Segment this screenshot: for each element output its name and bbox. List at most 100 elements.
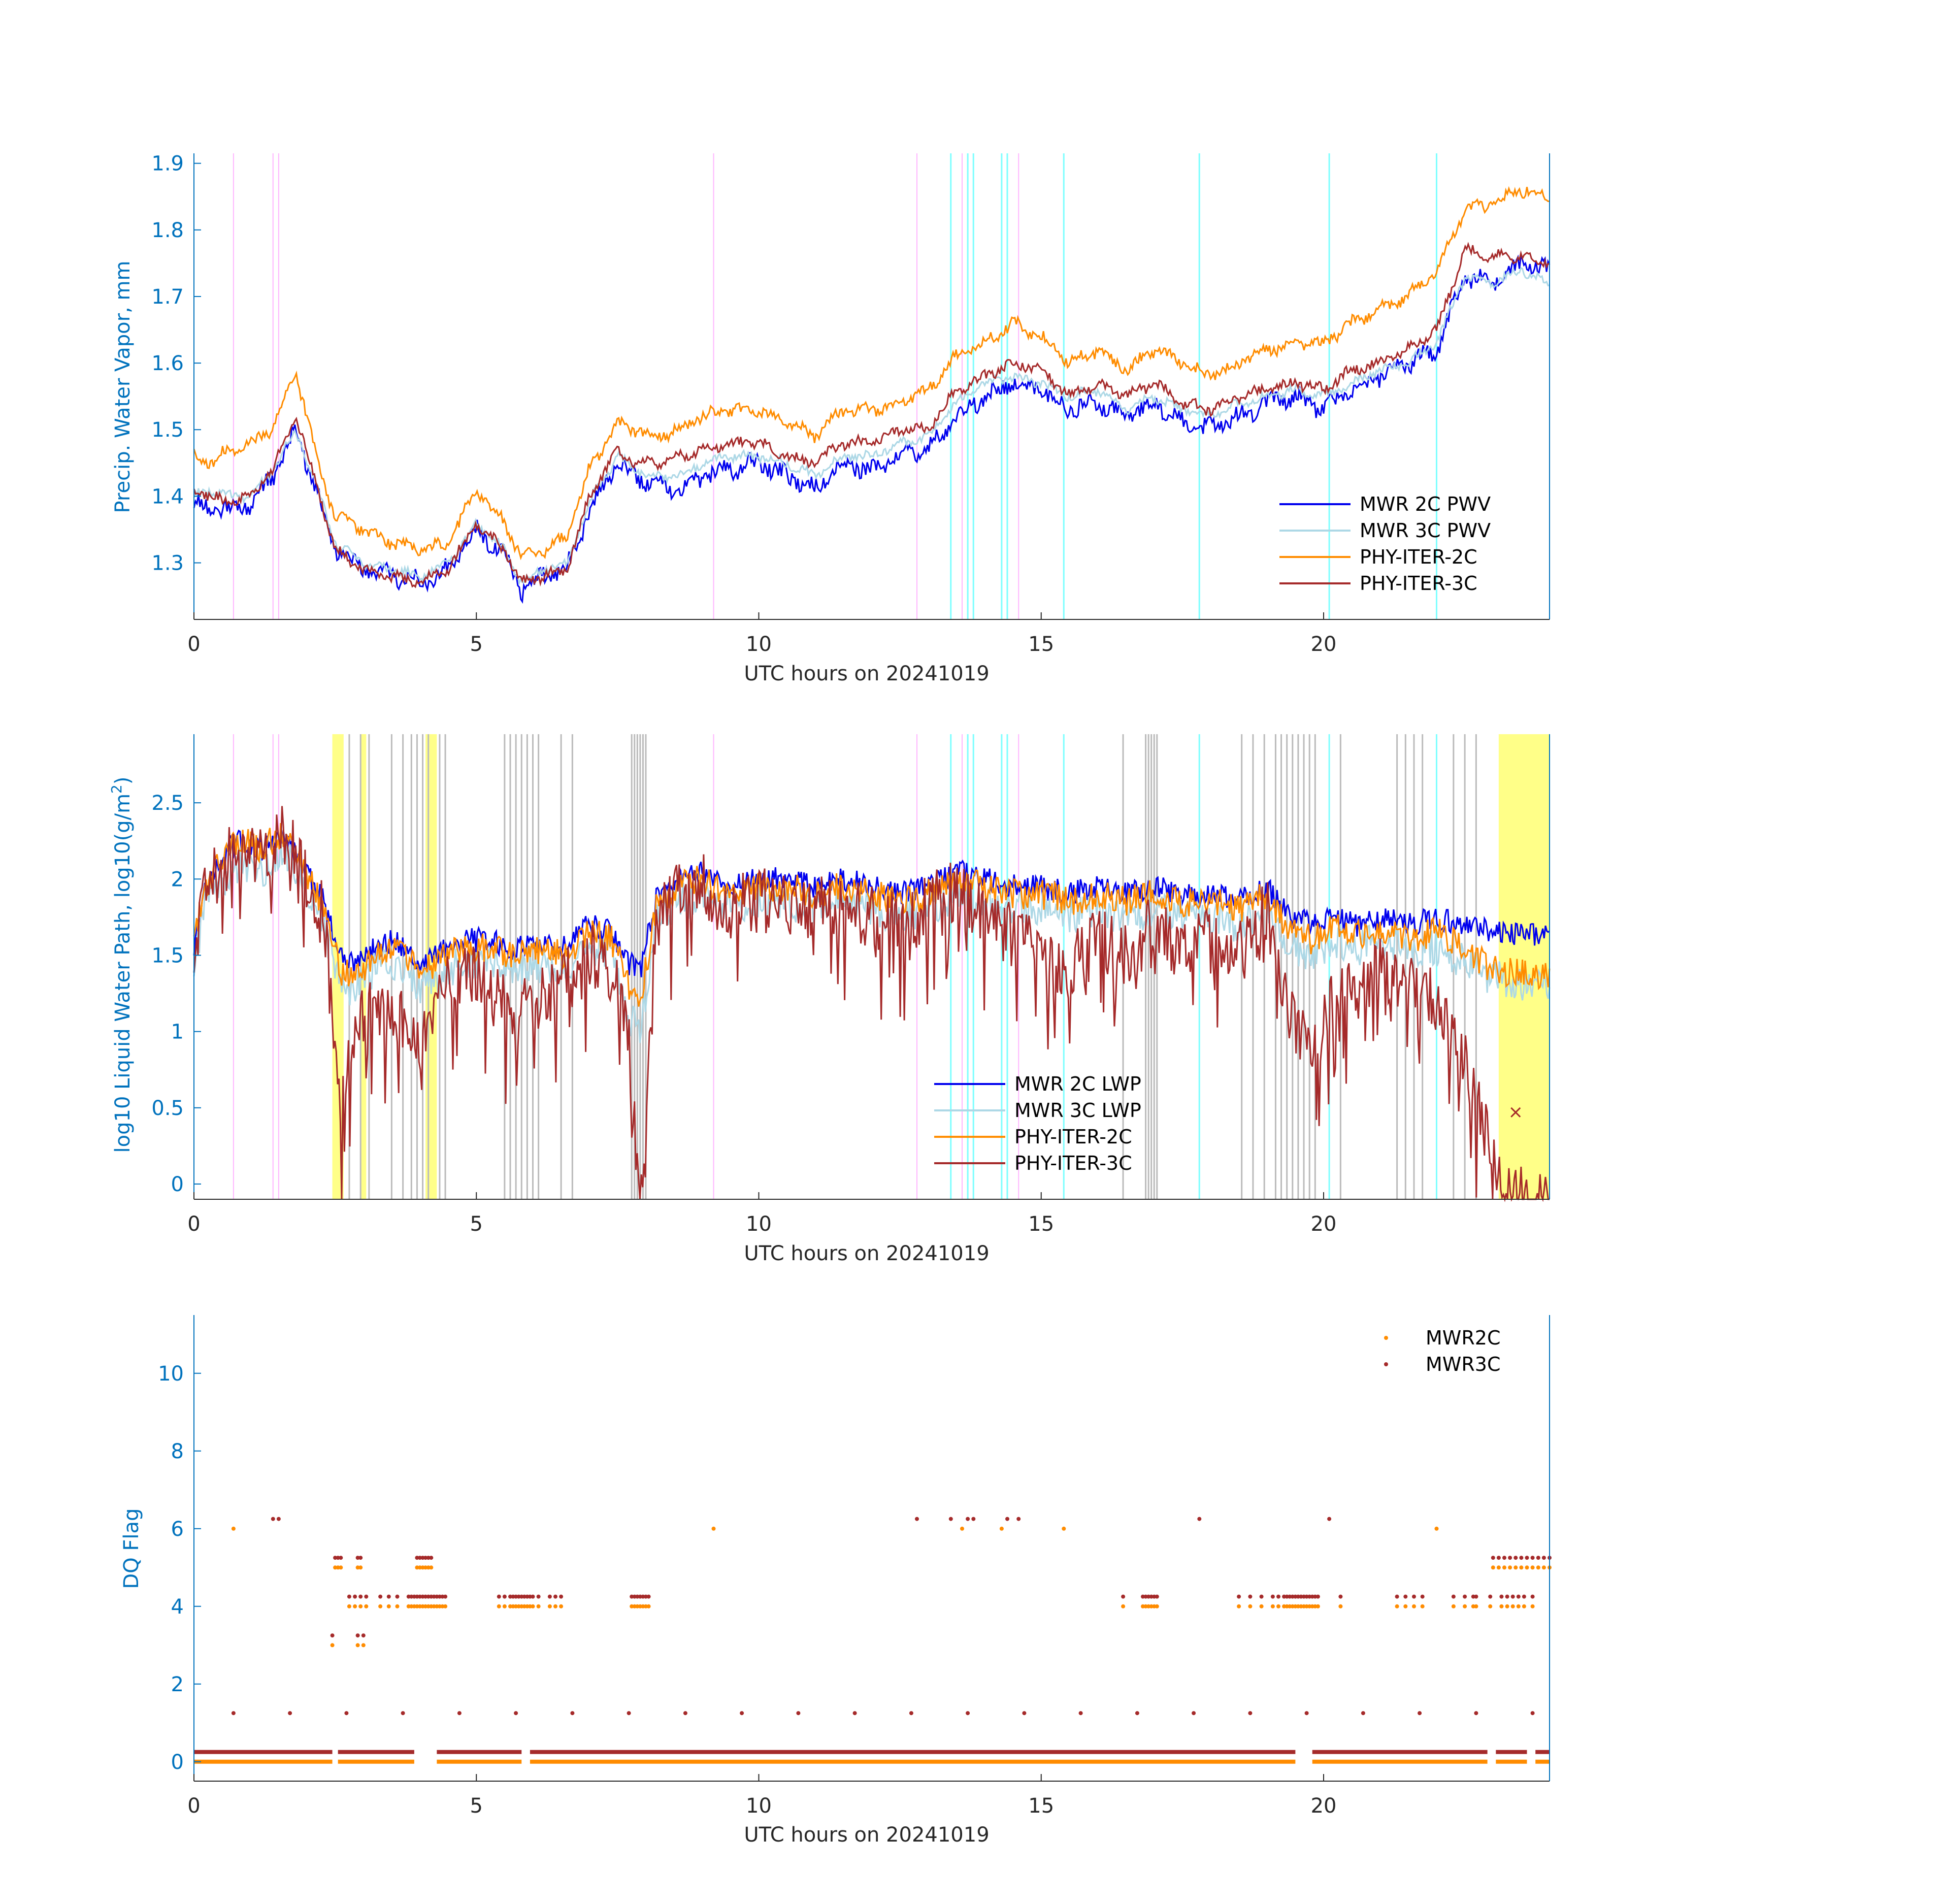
x-tick-label: 20 xyxy=(1311,1212,1337,1236)
mwr2c-point xyxy=(1525,1565,1529,1570)
mwr2c-point xyxy=(1313,1604,1318,1608)
mwr3c-point xyxy=(525,1594,530,1599)
mwr3c-point xyxy=(683,1711,687,1716)
y-tick-label: 0.5 xyxy=(151,1097,184,1120)
mwr3c-point xyxy=(1513,1556,1518,1560)
pwv-legend: MWR 2C PWV MWR 3C PWV PHY-ITER-2C PHY-ITER-… xyxy=(1279,493,1491,595)
y-tick-label: 4 xyxy=(171,1595,184,1619)
mwr2c-point xyxy=(508,1604,512,1608)
mwr2c-point xyxy=(1310,1604,1314,1608)
mwr3c-point xyxy=(1420,1594,1425,1599)
y-tick-label: 1.9 xyxy=(151,152,184,176)
pwv-panel: 0 5 10 15 20 1.3 1.4 1.5 1.6 1.7 1.8 1.9 UTC hours … xyxy=(111,152,1551,685)
mwr3c-point xyxy=(511,1594,515,1599)
lwp-legend: MWR 2C LWP MWR 3C LWP PHY-ITER-2C PHY-ITER-… xyxy=(934,1073,1141,1174)
mwr3c-point xyxy=(570,1711,575,1716)
mwr2c-point xyxy=(1143,1604,1148,1608)
series-line-mwr-2c-lwp xyxy=(193,829,1550,977)
mwr2c-point xyxy=(440,1604,445,1608)
mwr2c-point xyxy=(511,1604,515,1608)
mwr2c-point xyxy=(1536,1565,1540,1570)
mwr2c-point xyxy=(1141,1604,1145,1608)
mwr2c-point xyxy=(231,1526,236,1531)
mwr3c-point xyxy=(1276,1594,1280,1599)
x-tick-label: 10 xyxy=(746,1794,772,1818)
x-marker xyxy=(1510,1107,1521,1118)
mwr2c-point xyxy=(429,1604,434,1608)
mwr3c-point xyxy=(415,1594,419,1599)
mwr3c-point xyxy=(1499,1594,1504,1599)
mwr2c-point xyxy=(1248,1604,1253,1608)
mwr3c-point xyxy=(852,1711,857,1716)
mwr3c-point xyxy=(1197,1517,1202,1521)
y-tick-label: 1 xyxy=(171,1021,184,1044)
mwr3c-point xyxy=(412,1594,416,1599)
mwr2c-point xyxy=(553,1604,557,1608)
y-tick-label: 8 xyxy=(171,1440,184,1463)
mwr2c-point xyxy=(1516,1604,1521,1608)
mwr3c-point xyxy=(347,1594,351,1599)
mwr3c-point xyxy=(1293,1594,1298,1599)
mwr3c-point xyxy=(971,1517,976,1521)
legend-label: MWR 3C LWP xyxy=(1014,1099,1141,1122)
mwr2c-point xyxy=(1270,1604,1275,1608)
mwr2c-point xyxy=(1412,1604,1416,1608)
mwr3c-point xyxy=(1522,1594,1526,1599)
mwr3c-point xyxy=(1016,1517,1021,1521)
mwr3c-point xyxy=(1307,1594,1312,1599)
mwr2c-point xyxy=(711,1526,716,1531)
mwr3c-point xyxy=(644,1594,648,1599)
mwr3c-point xyxy=(740,1711,744,1716)
mwr3c-point xyxy=(553,1594,557,1599)
y-tick-label: 1.7 xyxy=(151,285,184,309)
mwr2c-point xyxy=(1293,1604,1298,1608)
legend-label: PHY-ITER-3C xyxy=(1014,1152,1132,1174)
mwr2c-point xyxy=(1155,1604,1159,1608)
mwr3c-point xyxy=(1541,1556,1546,1560)
mwr2c-point xyxy=(1519,1565,1524,1570)
mwr3c-point xyxy=(1530,1711,1535,1716)
mwr2c-point xyxy=(1491,1565,1495,1570)
mwr2c-point xyxy=(1307,1604,1312,1608)
mwr2c-point xyxy=(1499,1604,1504,1608)
mwr3c-point xyxy=(1299,1594,1303,1599)
mwr2c-point xyxy=(1471,1604,1475,1608)
mwr2c-point xyxy=(420,1565,425,1570)
mwr3c-point xyxy=(440,1594,445,1599)
mwr3c-point xyxy=(966,1711,970,1716)
x-tick-label: 10 xyxy=(746,633,772,656)
x-tick-label: 0 xyxy=(187,1212,200,1236)
mwr3c-point xyxy=(519,1594,524,1599)
mwr3c-point xyxy=(386,1594,391,1599)
mwr3c-point xyxy=(1327,1517,1332,1521)
mwr2c-point xyxy=(420,1604,425,1608)
mwr2c-point xyxy=(1282,1604,1287,1608)
mwr2c-point xyxy=(1237,1604,1241,1608)
mwr3c-point xyxy=(358,1556,363,1560)
mwr2c-point xyxy=(353,1604,357,1608)
series-line-phy-iter-3c xyxy=(193,242,1550,588)
mwr3c-point xyxy=(1315,1594,1320,1599)
mwr2c-point xyxy=(355,1565,360,1570)
mwr3c-point xyxy=(423,1594,428,1599)
mwr3c-point xyxy=(1192,1711,1196,1716)
mwr2c-point xyxy=(559,1604,564,1608)
series-line-mwr-2c-pwv xyxy=(193,254,1551,604)
mwr2c-point xyxy=(1451,1604,1456,1608)
mwr3c-point xyxy=(420,1556,425,1560)
mwr3c-point xyxy=(276,1517,281,1521)
mwr3c-point xyxy=(1313,1594,1318,1599)
legend-marker xyxy=(1384,1362,1388,1366)
mwr3c-point xyxy=(355,1633,360,1638)
mwr3c-point xyxy=(1412,1594,1416,1599)
mwr3c-point xyxy=(909,1711,913,1716)
mwr2c-point xyxy=(429,1565,434,1570)
mwr3c-point xyxy=(1530,1556,1535,1560)
x-tick-label: 20 xyxy=(1311,633,1337,656)
mwr3c-point xyxy=(948,1517,953,1521)
mwr2c-point xyxy=(1315,1604,1320,1608)
mwr2c-point xyxy=(432,1604,436,1608)
mwr3c-point xyxy=(418,1556,422,1560)
mwr3c-point xyxy=(1078,1711,1083,1716)
lwp-panel: 0 5 10 15 20 0 0.5 1 1.5 2 2.5 UTC hours on 202410… xyxy=(108,734,1551,1265)
